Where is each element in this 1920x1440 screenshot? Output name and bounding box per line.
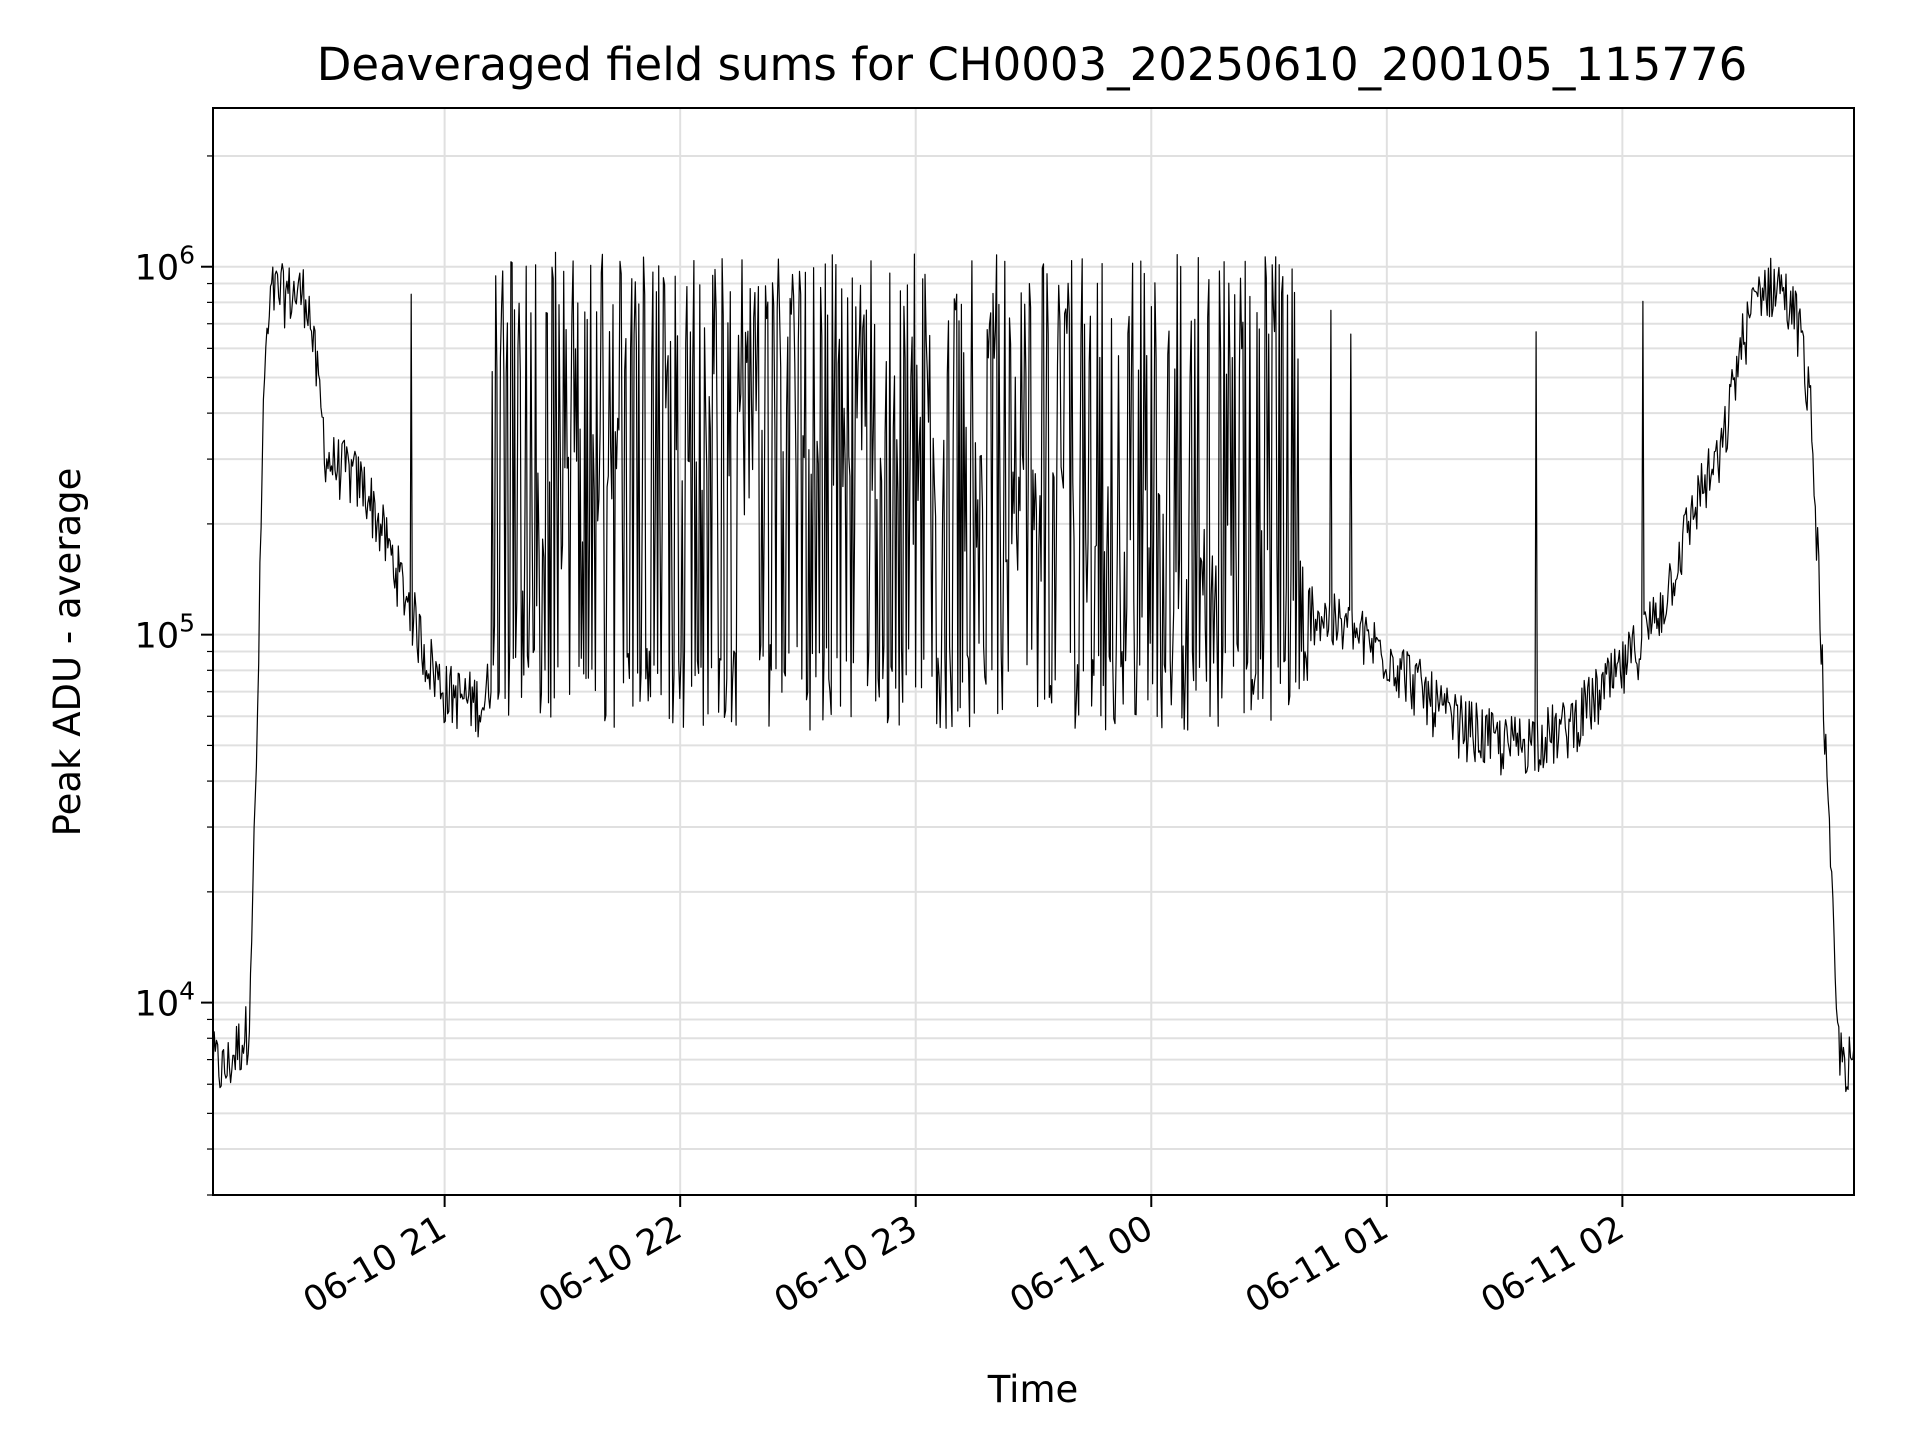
y-tick-label: 105 [135,609,195,657]
x-tick-label: 06-11 01 [1239,1208,1395,1321]
y-axis-label: Peak ADU - average [46,468,89,837]
x-axis-label: Time [987,1368,1079,1411]
series-line [212,251,1855,1093]
y-tick-label: 104 [135,977,195,1025]
x-tick-label: 06-11 02 [1475,1208,1631,1321]
chart-title: Deaveraged field sums for CH0003_2025061… [317,38,1747,91]
axis-ticks: 06-10 21 06-10 22 06-10 23 06-11 00 06-11 01… [135,155,1631,1321]
y-tick-label: 106 [135,241,195,289]
x-tick-label: 06-10 22 [532,1208,688,1321]
grid-lines [213,108,1854,1196]
x-tick-label: 06-10 21 [297,1208,453,1321]
x-tick-label: 06-11 00 [1003,1208,1159,1321]
x-tick-label: 06-10 23 [768,1208,924,1321]
